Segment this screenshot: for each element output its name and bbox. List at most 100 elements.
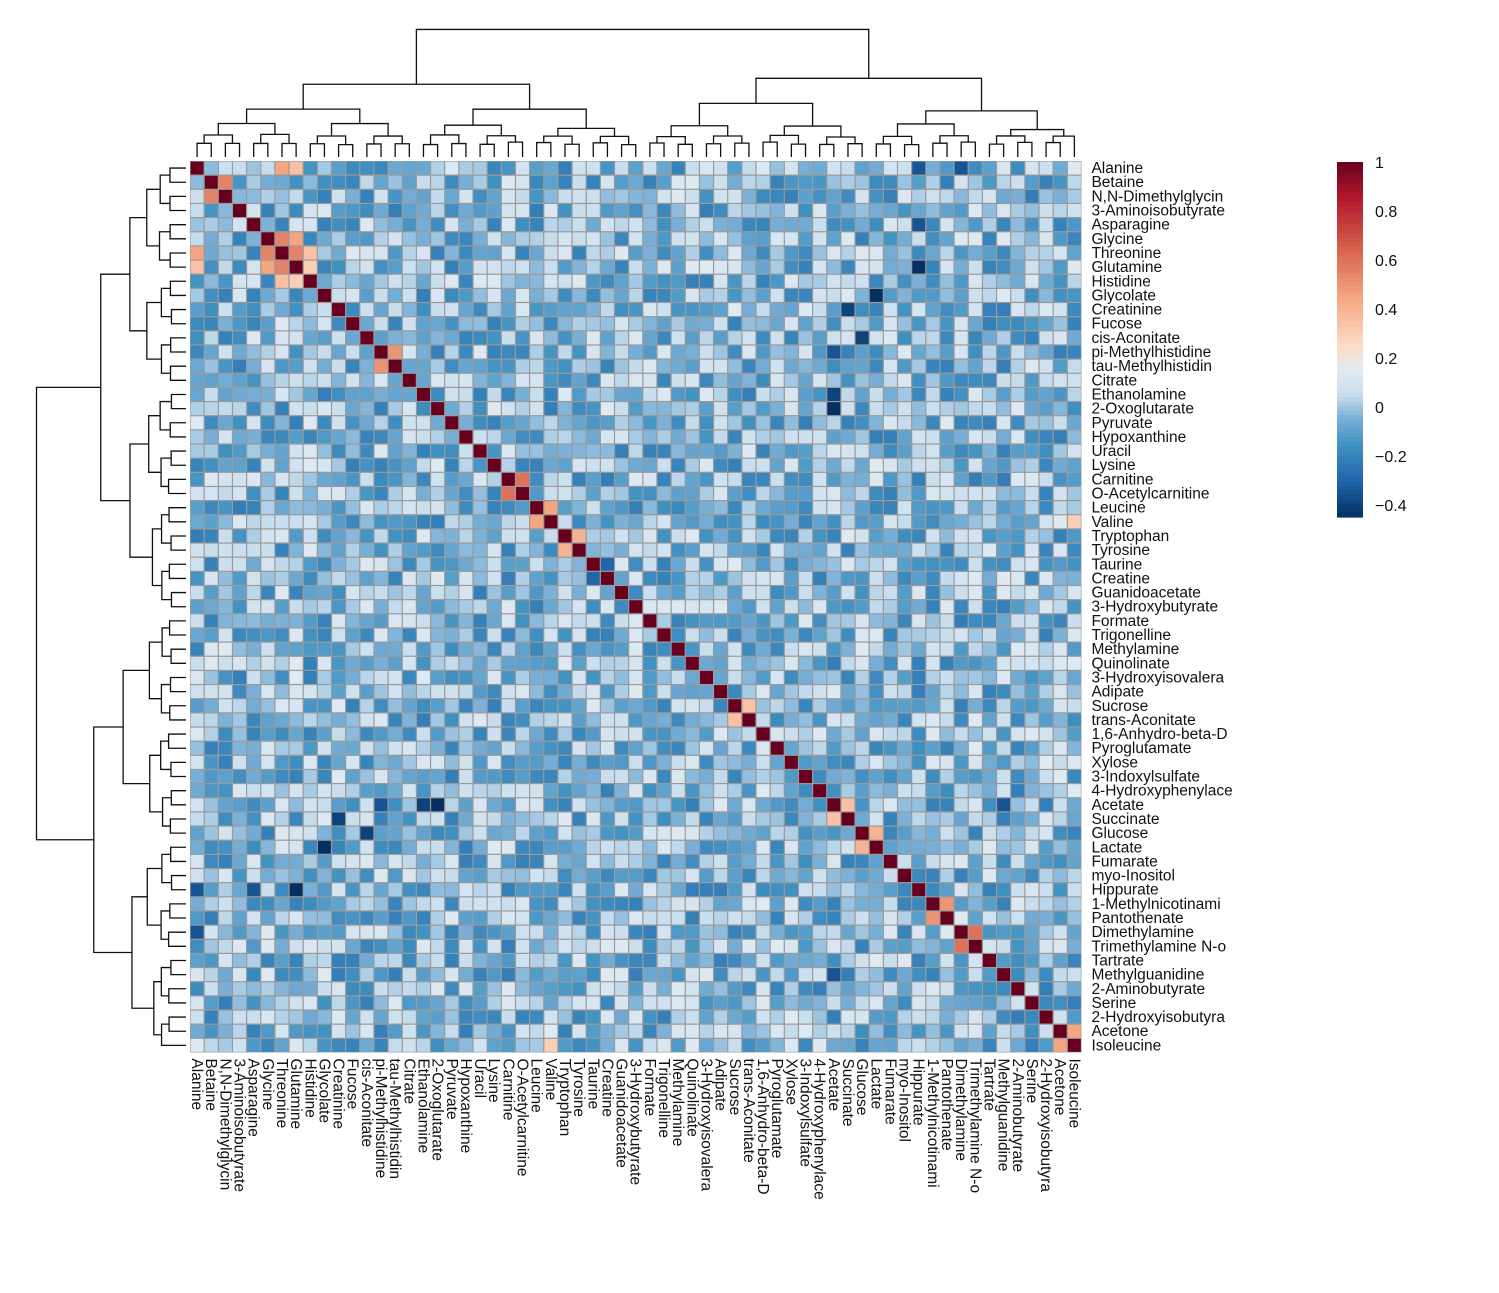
- heatmap-cell: [261, 798, 275, 812]
- heatmap-cell: [912, 812, 926, 826]
- top-dendrogram-link: [620, 143, 637, 157]
- heatmap-cell: [402, 444, 416, 458]
- heatmap-cell: [883, 317, 897, 331]
- heatmap-cell: [742, 727, 756, 741]
- heatmap-cell: [1053, 1038, 1067, 1052]
- heatmap-cell: [247, 1010, 261, 1024]
- heatmap-cell: [346, 373, 360, 387]
- heatmap-cell: [459, 883, 473, 897]
- heatmap-cell: [501, 1024, 515, 1038]
- heatmap-cell: [289, 671, 303, 684]
- heatmap-cell: [629, 600, 643, 614]
- heatmap-cell: [997, 911, 1011, 925]
- heatmap-cell: [855, 529, 869, 543]
- heatmap-cell: [501, 189, 515, 203]
- heatmap-cell: [841, 204, 855, 217]
- heatmap-cell: [247, 571, 261, 585]
- heatmap-cell: [275, 274, 289, 288]
- heatmap-cell: [1039, 430, 1053, 444]
- heatmap-cell: [487, 925, 501, 939]
- heatmap-cell: [586, 373, 600, 387]
- heatmap-cell: [487, 515, 501, 529]
- heatmap-cell: [1025, 1024, 1039, 1038]
- heatmap-cell: [501, 373, 515, 387]
- heatmap-cell: [261, 614, 275, 628]
- heatmap-cell: [742, 883, 756, 897]
- heatmap-cell: [629, 529, 643, 543]
- heatmap-cell: [997, 472, 1011, 486]
- heatmap-cell: [997, 444, 1011, 458]
- heatmap-cell: [558, 897, 572, 911]
- row-label: Threonine: [1091, 245, 1161, 262]
- heatmap-cell: [204, 883, 218, 897]
- heatmap-cell: [883, 840, 897, 854]
- heatmap-cell: [954, 614, 968, 628]
- heatmap-cell: [728, 854, 742, 868]
- heatmap-cell: [1067, 189, 1081, 203]
- left-dendrogram-link: [159, 174, 171, 205]
- heatmap-cell: [374, 458, 388, 472]
- heatmap-cell: [1067, 699, 1081, 713]
- heatmap-cell: [247, 699, 261, 713]
- heatmap-cell: [431, 755, 445, 769]
- heatmap-cell: [756, 274, 770, 288]
- left-dendrogram-link: [169, 195, 186, 212]
- heatmap-cell: [742, 303, 756, 317]
- heatmap-cell: [218, 1024, 232, 1038]
- heatmap-cell: [940, 204, 954, 217]
- heatmap-cell: [261, 784, 275, 798]
- heatmap-cell: [940, 274, 954, 288]
- heatmap-cell: [1025, 939, 1039, 953]
- heatmap-cell: [289, 755, 303, 769]
- row-label: Succinate: [1091, 811, 1159, 828]
- heatmap-cell: [1011, 543, 1025, 557]
- heatmap-cell: [841, 586, 855, 600]
- heatmap-cell: [261, 826, 275, 840]
- row-label: Tyrosine: [1091, 542, 1150, 559]
- heatmap-cell: [813, 543, 827, 557]
- heatmap-cell: [317, 529, 331, 543]
- heatmap-cell: [190, 826, 204, 840]
- heatmap-cell: [261, 458, 275, 472]
- heatmap-cell: [247, 303, 261, 317]
- heatmap-cell: [1039, 557, 1053, 571]
- heatmap-cell: [855, 345, 869, 359]
- heatmap-cell: [714, 925, 728, 939]
- heatmap-cell: [586, 388, 600, 401]
- heatmap-cell: [869, 713, 883, 727]
- column-label: Glycine: [259, 1058, 276, 1110]
- heatmap-cell: [841, 161, 855, 175]
- heatmap-cell: [332, 529, 346, 543]
- heatmap-cell: [912, 699, 926, 713]
- heatmap-cell: [898, 840, 912, 854]
- heatmap-cell: [586, 755, 600, 769]
- heatmap-cell: [360, 557, 374, 571]
- heatmap-cell: [247, 515, 261, 529]
- heatmap-cell: [1025, 260, 1039, 274]
- heatmap-cell: [417, 260, 430, 274]
- heatmap-cell: [770, 317, 784, 331]
- heatmap-cell: [459, 487, 473, 500]
- heatmap-cell: [190, 586, 204, 600]
- heatmap-cell: [954, 274, 968, 288]
- heatmap-cell: [275, 515, 289, 529]
- heatmap-cell: [629, 303, 643, 317]
- heatmap-cell: [530, 529, 544, 543]
- heatmap-cell: [332, 600, 346, 614]
- heatmap-cell: [332, 982, 346, 996]
- heatmap-cell: [417, 175, 430, 189]
- heatmap-cell: [204, 359, 218, 373]
- heatmap-cell: [558, 1024, 572, 1038]
- top-dendrogram-link: [415, 28, 870, 85]
- heatmap-cell: [473, 939, 487, 953]
- top-dendrogram-link: [1045, 141, 1061, 157]
- heatmap-cell: [629, 317, 643, 331]
- heatmap-cell: [1025, 303, 1039, 317]
- heatmap-cell: [572, 487, 586, 500]
- heatmap-cell: [501, 628, 515, 642]
- heatmap-cell: [261, 954, 275, 967]
- heatmap-cell: [289, 897, 303, 911]
- heatmap-cell: [586, 600, 600, 614]
- left-dendrogram: [35, 167, 186, 1047]
- heatmap-cell: [742, 968, 756, 982]
